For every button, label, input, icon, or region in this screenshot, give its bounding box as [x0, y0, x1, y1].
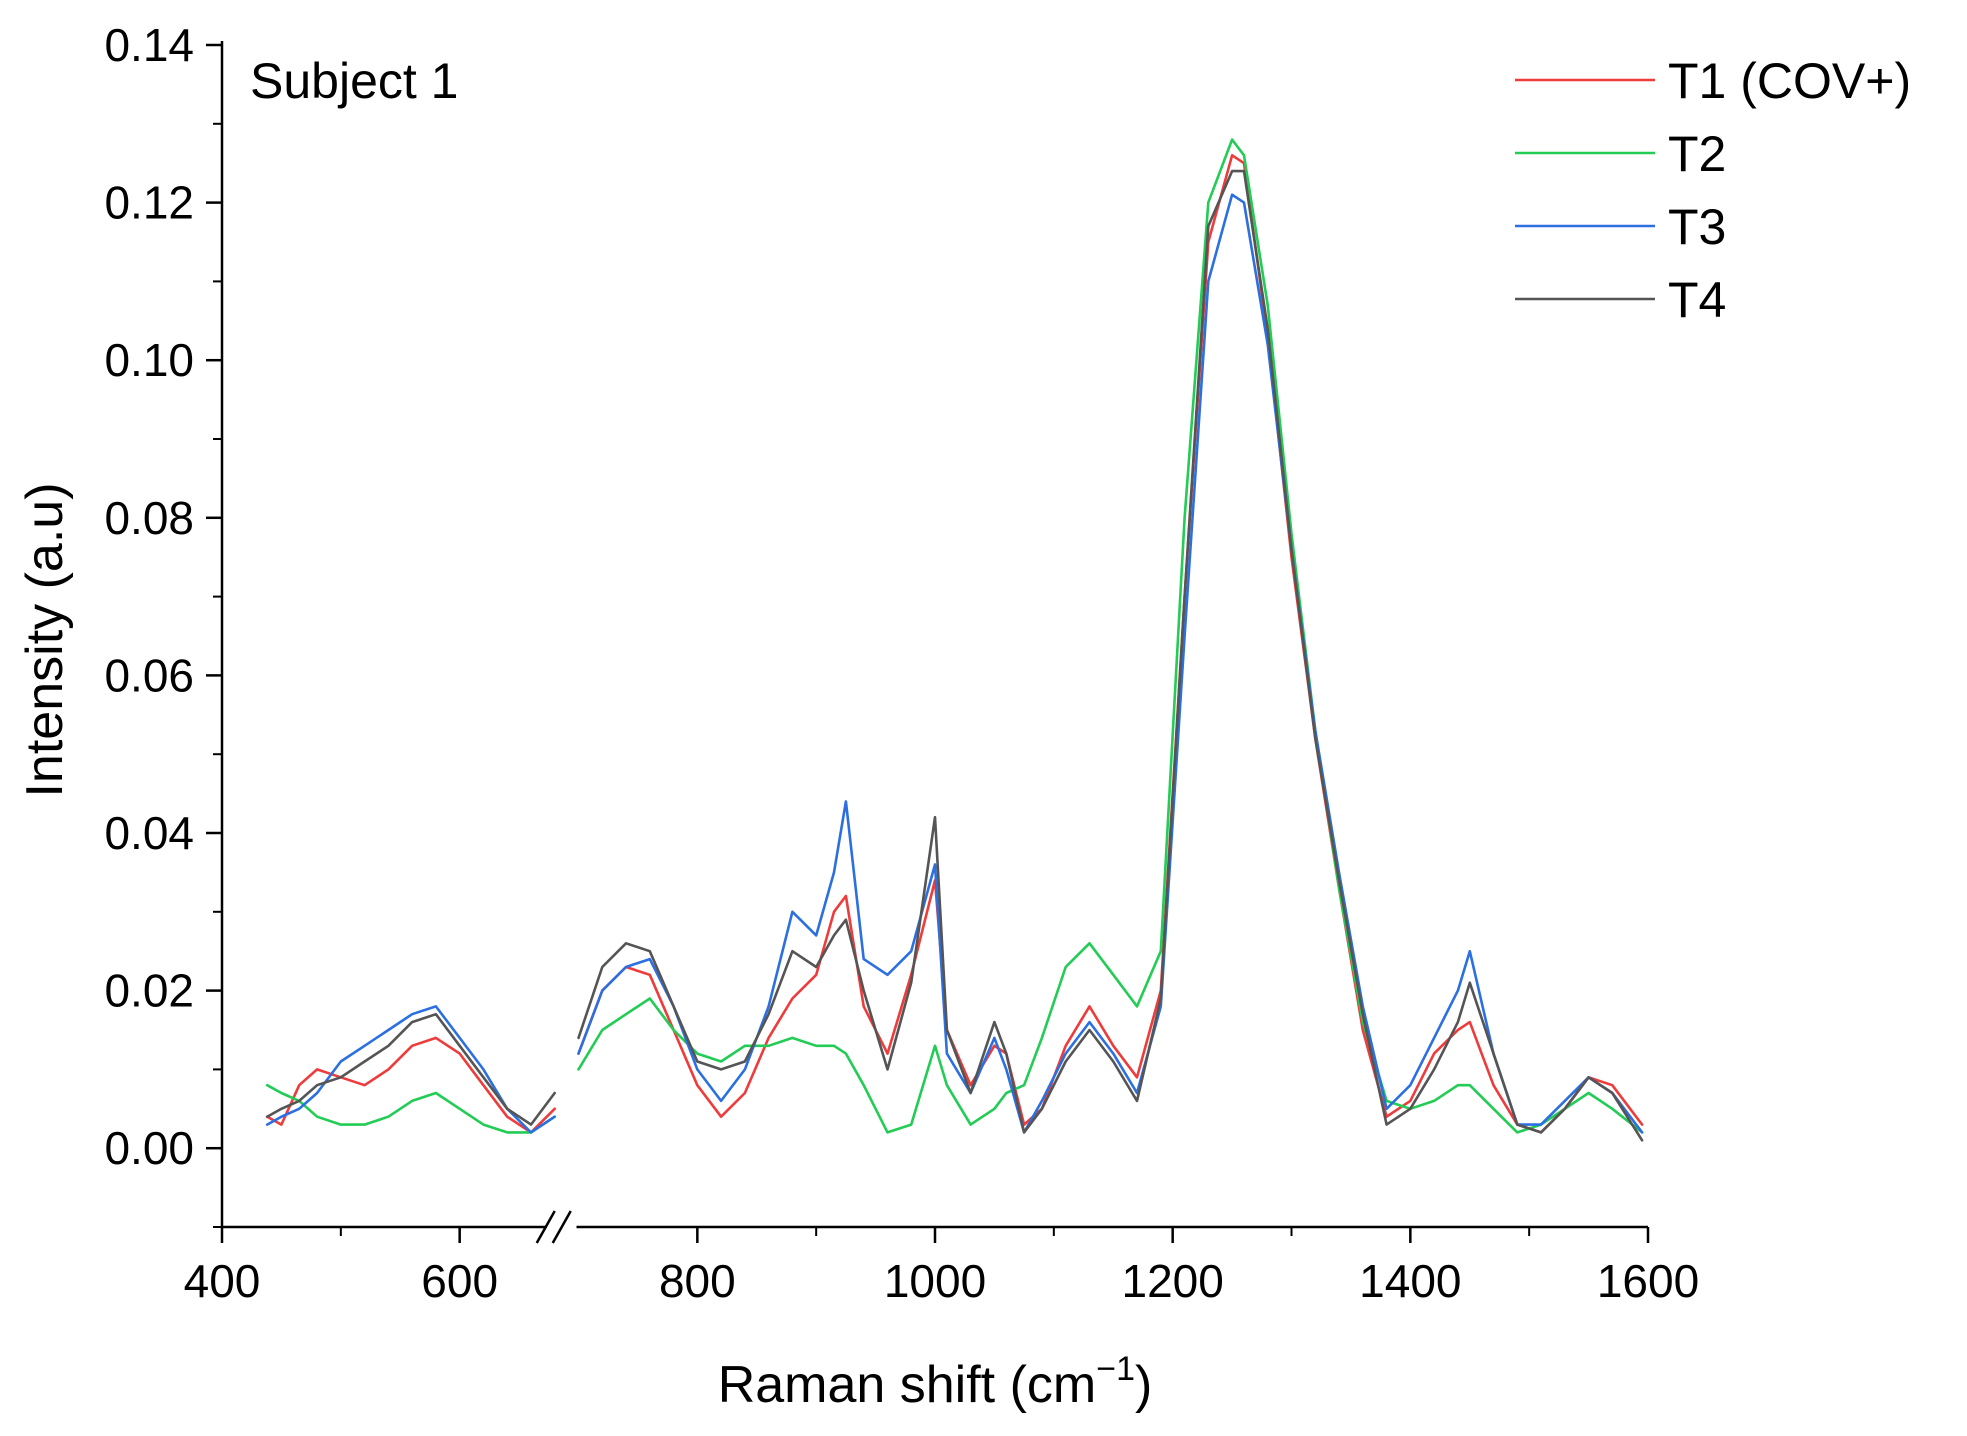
y-axis-label: Intensity (a.u) [16, 482, 74, 797]
axis-break-slash [535, 1210, 556, 1244]
y-tick-label: 0.06 [104, 649, 194, 701]
x-axis-label-superscript: −1 [1096, 1350, 1135, 1388]
y-tick-label: 0.10 [104, 334, 194, 386]
series-line-t2-left [265, 1083, 557, 1134]
series-line-t4-left [265, 1012, 557, 1126]
panel-label: Subject 1 [250, 53, 458, 109]
y-tick-label: 0.02 [104, 965, 194, 1017]
x-tick-label: 1600 [1597, 1255, 1699, 1307]
legend-label: T1 (COV+) [1668, 53, 1911, 109]
x-axis-label-text: Raman shift (cm [718, 1356, 1097, 1414]
legend-label: T3 [1668, 199, 1726, 255]
x-tick-label: 400 [184, 1255, 261, 1307]
series-line-t2-right [577, 138, 1644, 1134]
x-tick-label: 600 [421, 1255, 498, 1307]
x-tick-label: 1200 [1121, 1255, 1223, 1307]
series-lines [265, 138, 1644, 1142]
series-line-t1-cov-left [265, 1036, 557, 1134]
legend-label: T4 [1668, 272, 1726, 328]
y-ticks: 0.00 0.02 0.04 0.06 0.08 0.10 0.12 0.14 [104, 19, 222, 1228]
y-tick-label: 0.12 [104, 177, 194, 229]
y-tick-label: 0.08 [104, 492, 194, 544]
x-axis-label-close: ) [1135, 1356, 1152, 1414]
series-line-t3-left [265, 1005, 557, 1134]
series-line-t1-cov-right [577, 154, 1644, 1134]
axes [220, 41, 1648, 1244]
legend: T1 (COV+) T2 T3 T4 [1515, 53, 1911, 328]
legend-label: T2 [1668, 126, 1726, 182]
series-line-t4-right [577, 169, 1644, 1142]
x-tick-label: 800 [659, 1255, 736, 1307]
y-tick-label: 0.04 [104, 807, 194, 859]
x-tick-label: 1400 [1359, 1255, 1461, 1307]
x-ticks: 400 600 800 1000 1200 1400 1600 [184, 1227, 1699, 1307]
axis-break-slash [551, 1210, 572, 1244]
x-tick-label: 1000 [884, 1255, 986, 1307]
y-tick-label: 0.14 [104, 19, 194, 71]
series-line-t3-right [577, 193, 1644, 1134]
axis-break-mark [535, 1210, 572, 1244]
y-tick-label: 0.00 [104, 1122, 194, 1174]
x-axis-label: Raman shift (cm−1) [718, 1350, 1153, 1414]
